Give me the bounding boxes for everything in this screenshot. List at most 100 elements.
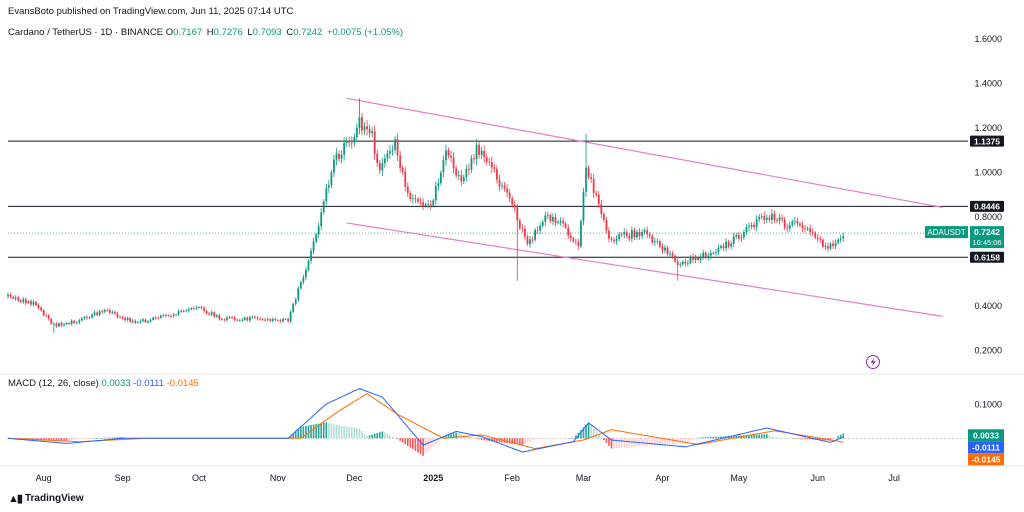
macd-histogram-bar — [310, 425, 312, 439]
candle-body — [628, 235, 631, 239]
macd-histogram-bar — [119, 437, 121, 439]
candle-body — [266, 319, 269, 320]
candle-body — [567, 227, 570, 236]
macd-histogram-bar — [643, 438, 646, 447]
candle-body — [460, 175, 463, 182]
candle-body — [559, 221, 562, 222]
macd-histogram-bar — [697, 437, 699, 439]
macd-histogram-bar — [646, 438, 648, 446]
macd-histogram-bar — [35, 438, 37, 440]
macd-histogram-bar — [750, 434, 753, 439]
candle-body — [203, 308, 205, 311]
macd-histogram-bar — [320, 423, 323, 439]
candle-body — [37, 305, 40, 308]
candle-body — [414, 198, 417, 200]
candle-body — [490, 162, 493, 168]
macd-histogram-bar — [366, 436, 368, 439]
candle-body — [758, 216, 761, 220]
macd-histogram-bar — [819, 438, 822, 441]
candle-body — [816, 237, 819, 240]
candle-body — [608, 230, 610, 239]
candle-body — [103, 310, 106, 312]
candle-body — [740, 237, 743, 239]
time-tick-label: Sep — [115, 473, 131, 483]
macd-histogram-bar — [63, 438, 65, 441]
macd-histogram-bar — [47, 438, 50, 440]
macd-histogram-bar — [641, 438, 643, 447]
candle-body — [315, 234, 318, 242]
candle-body — [124, 318, 127, 321]
candle-body — [531, 239, 534, 241]
level-label: 0.6158 — [974, 252, 1000, 262]
macd-histogram-bar — [745, 435, 748, 439]
macd-histogram-bar — [422, 438, 424, 456]
candle-body — [455, 168, 458, 176]
macd-histogram-bar — [791, 438, 794, 439]
candle-body — [65, 323, 68, 325]
candle-body — [671, 253, 674, 256]
macd-histogram-bar — [340, 425, 343, 439]
last-price-badge-bg — [970, 226, 1004, 249]
macd-histogram-bar — [58, 438, 60, 441]
candle-body — [320, 212, 323, 227]
candle-body — [80, 318, 83, 321]
candle-body — [707, 255, 710, 258]
macd-histogram-bar — [465, 435, 468, 439]
macd-histogram-bar — [116, 437, 119, 439]
candle-body — [804, 228, 806, 230]
candle-body — [526, 236, 529, 245]
macd-histogram-bar — [763, 434, 766, 439]
macd-histogram-bar — [547, 438, 549, 439]
candle-body — [111, 311, 114, 313]
macd-histogram-bar — [720, 436, 722, 439]
candle-body — [144, 319, 147, 323]
candle-body — [58, 323, 60, 327]
candle-body — [30, 301, 32, 305]
candle-body — [177, 311, 180, 315]
candle-body — [432, 200, 435, 206]
candle-body — [386, 153, 389, 159]
candle-body — [40, 307, 42, 311]
macd-histogram-bar — [50, 438, 53, 441]
macd-histogram-bar — [124, 437, 126, 439]
candle-body — [180, 311, 183, 312]
macd-histogram-bar — [432, 438, 435, 447]
macd-histogram-bar — [361, 430, 363, 439]
macd-histogram-bar — [689, 438, 692, 441]
macd-histogram-bar — [603, 438, 605, 441]
macd-histogram-bar — [335, 424, 338, 439]
candle-body — [27, 301, 30, 304]
macd-histogram-bar — [53, 438, 55, 441]
candle-body — [302, 277, 305, 283]
candle-body — [422, 202, 424, 206]
candle-body — [572, 238, 575, 242]
macd-histogram-bar — [508, 438, 511, 444]
change-value: +0.0075 (+1.05%) — [326, 27, 404, 38]
candle-body — [274, 319, 277, 320]
macd-histogram-bar — [506, 438, 508, 444]
candle-body — [697, 257, 699, 260]
candle-body — [498, 179, 501, 187]
signal-value-badge-bg — [968, 441, 1004, 454]
candle-body — [284, 318, 287, 320]
level-label: 1.1375 — [974, 136, 1000, 146]
candle-body — [121, 316, 124, 319]
macd-histogram-bar — [554, 438, 557, 439]
macd-histogram-bar — [396, 438, 399, 440]
macd-histogram-bar — [539, 438, 542, 440]
macd-histogram-bar — [302, 426, 305, 439]
candle-body — [692, 256, 694, 261]
macd-histogram-bar — [771, 436, 773, 439]
candle-body — [167, 315, 170, 317]
time-tick-label: May — [730, 473, 748, 483]
candle-body — [394, 139, 396, 151]
candle-body — [187, 309, 190, 311]
candle-body — [353, 137, 356, 143]
macd-histogram-bar — [794, 438, 796, 439]
macd-line — [7, 388, 844, 453]
candle-body — [264, 319, 267, 321]
macd-histogram-bar — [297, 429, 300, 439]
macd-histogram-bar — [666, 438, 669, 445]
candle-body — [251, 316, 254, 318]
